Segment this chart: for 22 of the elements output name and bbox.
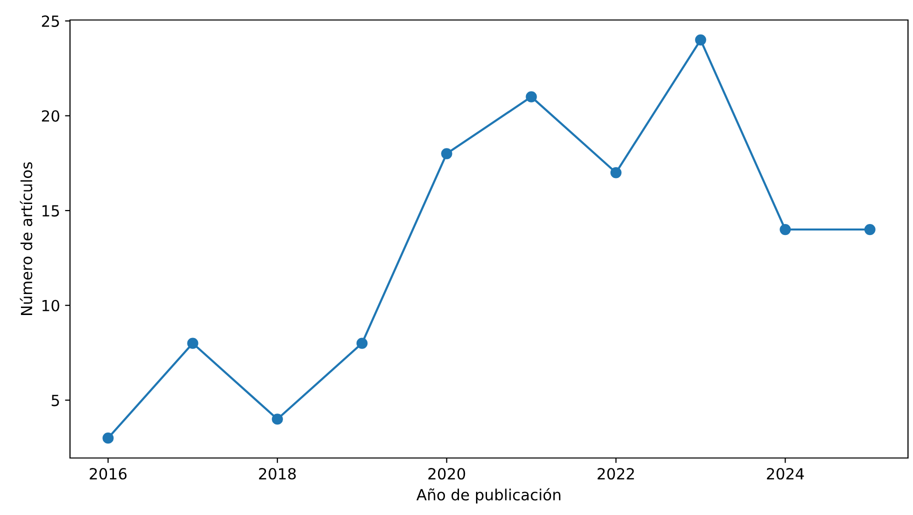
y-tick-label: 10 <box>42 300 60 312</box>
x-tick-label: 2022 <box>598 468 634 480</box>
point <box>864 224 876 236</box>
point <box>356 338 368 349</box>
x-tick-label: 2016 <box>90 468 127 480</box>
y-tick-label: 15 <box>42 205 59 217</box>
x-tick-label: 2024 <box>766 468 804 480</box>
x-tick-label: 2018 <box>259 468 296 480</box>
y-axis-title: Número de artículos <box>20 162 32 315</box>
point <box>102 432 114 444</box>
point <box>187 338 198 349</box>
x-tick-label: 2020 <box>428 468 466 480</box>
point <box>526 91 537 102</box>
y-tick-label: 25 <box>42 15 59 27</box>
point <box>695 34 706 46</box>
point <box>441 148 452 160</box>
point <box>780 224 791 236</box>
x-axis-title: Año de publicación <box>416 488 560 504</box>
point <box>272 414 283 425</box>
y-tick-label: 20 <box>42 110 60 122</box>
point <box>610 167 622 178</box>
y-tick-label: 5 <box>52 394 59 406</box>
